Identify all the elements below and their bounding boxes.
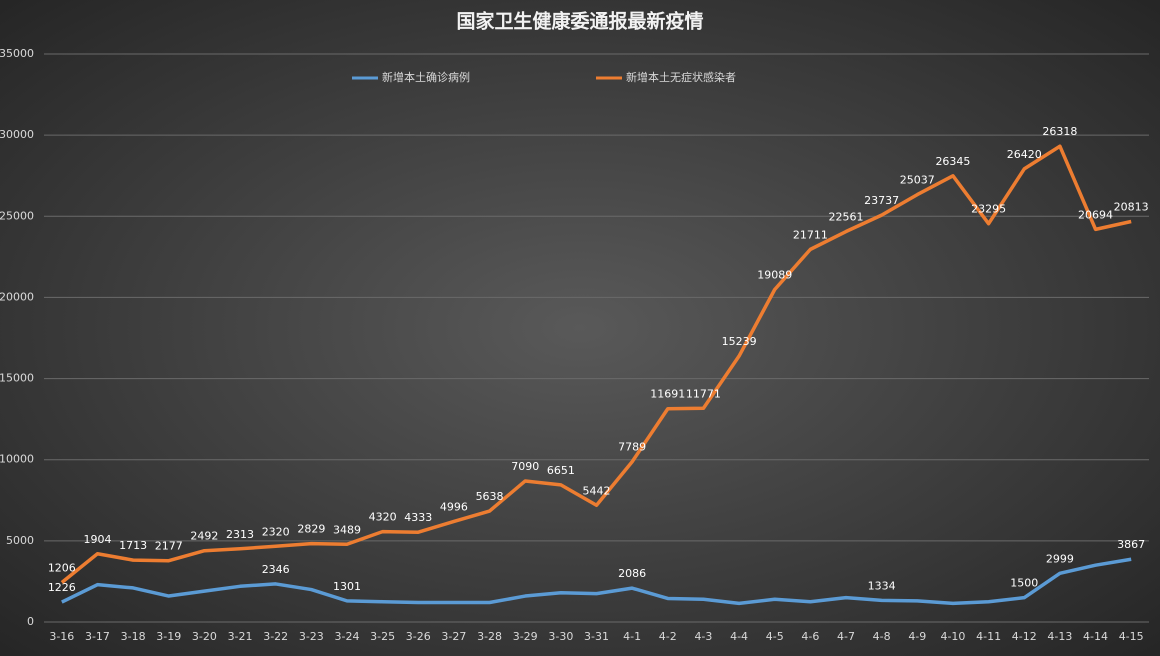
y-tick-label: 35000 [0, 47, 34, 60]
data-label: 1226 [48, 581, 76, 594]
x-tick-label: 3-19 [156, 630, 181, 643]
data-label: 2829 [297, 523, 325, 536]
x-tick-label: 4-13 [1047, 630, 1072, 643]
x-tick-label: 3-18 [121, 630, 146, 643]
y-tick-label: 25000 [0, 209, 34, 222]
x-tick-label: 4-1 [623, 630, 641, 643]
data-label: 20813 [1114, 200, 1149, 213]
x-tick-label: 4-10 [940, 630, 965, 643]
data-label: 11771 [686, 387, 721, 400]
x-tick-label: 3-25 [370, 630, 395, 643]
x-tick-label: 3-24 [334, 630, 359, 643]
data-label: 2492 [190, 530, 218, 543]
data-label: 1301 [333, 580, 361, 593]
x-tick-label: 4-9 [908, 630, 926, 643]
x-tick-label: 3-22 [263, 630, 288, 643]
x-tick-label: 3-21 [228, 630, 253, 643]
data-label: 15239 [722, 335, 757, 348]
data-label: 4320 [369, 511, 397, 524]
data-label: 1500 [1010, 577, 1038, 590]
data-label: 20694 [1078, 208, 1113, 221]
data-label: 7789 [618, 441, 646, 454]
x-tick-label: 3-17 [85, 630, 110, 643]
x-tick-label: 4-3 [694, 630, 712, 643]
y-tick-label: 10000 [0, 453, 34, 466]
data-label: 25037 [900, 174, 935, 187]
data-label: 5442 [583, 484, 611, 497]
y-tick-label: 5000 [6, 534, 34, 547]
x-tick-label: 4-4 [730, 630, 748, 643]
x-tick-label: 3-23 [299, 630, 324, 643]
data-label: 2086 [618, 567, 646, 580]
x-tick-label: 4-12 [1012, 630, 1037, 643]
data-label: 19089 [757, 268, 792, 281]
data-label: 11691 [650, 388, 685, 401]
data-label: 21711 [793, 228, 828, 241]
x-tick-label: 3-31 [584, 630, 609, 643]
x-tick-label: 3-20 [192, 630, 217, 643]
data-label: 4333 [404, 511, 432, 524]
x-tick-label: 3-28 [477, 630, 502, 643]
series-line [61, 557, 1132, 606]
legend-label: 新增本土无症状感染者 [626, 70, 736, 84]
x-tick-label: 3-27 [441, 630, 466, 643]
x-tick-label: 4-15 [1119, 630, 1144, 643]
data-label: 22561 [829, 211, 864, 224]
data-label: 2346 [262, 563, 290, 576]
data-label: 1334 [868, 579, 896, 592]
x-tick-label: 4-14 [1083, 630, 1108, 643]
data-label: 2320 [262, 525, 290, 538]
data-label: 4996 [440, 500, 468, 513]
data-label: 1904 [83, 533, 111, 546]
x-tick-label: 4-8 [873, 630, 891, 643]
data-label: 3489 [333, 523, 361, 536]
data-label: 1206 [48, 562, 76, 575]
x-tick-label: 4-6 [801, 630, 819, 643]
data-label: 26318 [1042, 125, 1077, 138]
x-tick-label: 3-29 [513, 630, 538, 643]
series-line [60, 144, 1132, 584]
y-tick-label: 20000 [0, 290, 34, 303]
data-label: 26345 [935, 155, 970, 168]
x-tick-label: 3-26 [406, 630, 431, 643]
x-tick-label: 4-7 [837, 630, 855, 643]
x-tick-label: 3-30 [548, 630, 573, 643]
data-label: 23737 [864, 194, 899, 207]
x-tick-label: 3-16 [49, 630, 74, 643]
data-label: 5638 [476, 490, 504, 503]
x-tick-label: 4-5 [766, 630, 784, 643]
data-label: 2177 [155, 540, 183, 553]
chart-title: 国家卫生健康委通报最新疫情 [456, 10, 703, 33]
data-label: 1713 [119, 539, 147, 552]
data-label: 26420 [1007, 148, 1042, 161]
legend-label: 新增本土确诊病例 [382, 70, 470, 84]
y-tick-label: 0 [27, 615, 34, 628]
x-tick-label: 4-2 [659, 630, 677, 643]
data-label: 2313 [226, 528, 254, 541]
data-label: 23295 [971, 203, 1006, 216]
data-label: 2999 [1046, 552, 1074, 565]
y-tick-label: 15000 [0, 372, 34, 385]
x-tick-label: 4-11 [976, 630, 1001, 643]
data-label: 6651 [547, 464, 575, 477]
y-tick-label: 30000 [0, 128, 34, 141]
data-label: 3867 [1117, 538, 1145, 551]
data-label: 7090 [511, 460, 539, 473]
